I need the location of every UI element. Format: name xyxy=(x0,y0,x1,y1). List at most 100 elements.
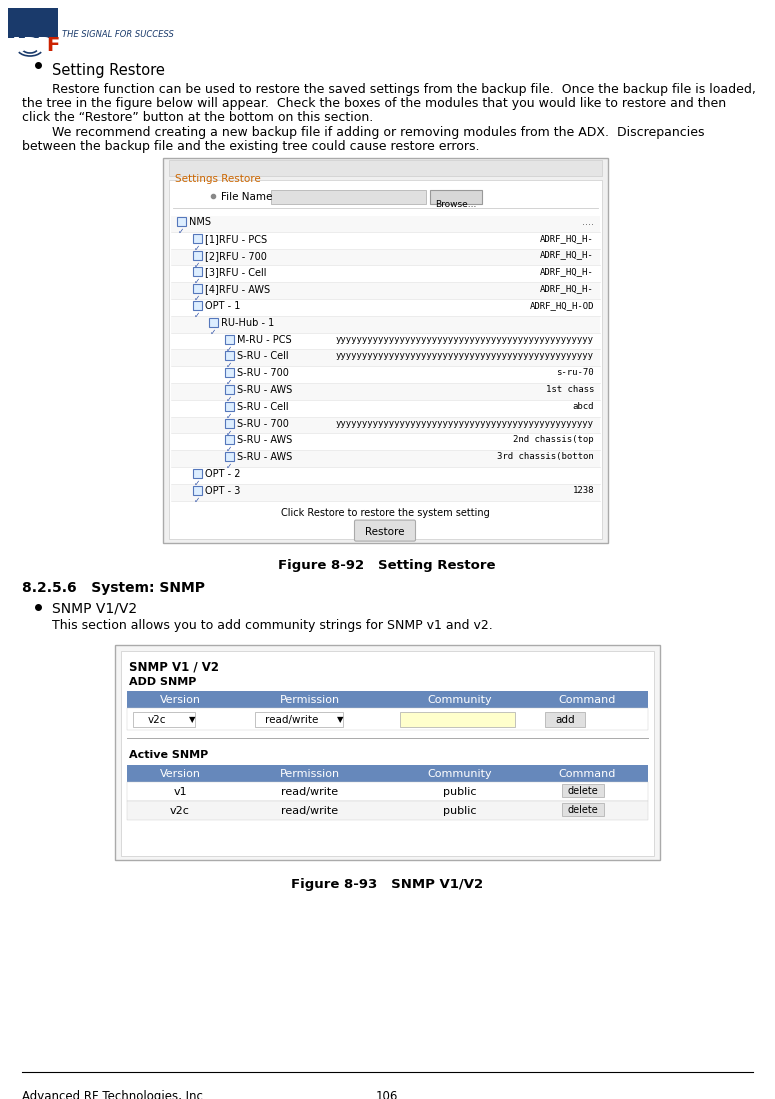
Text: S-RU - AWS: S-RU - AWS xyxy=(237,385,292,395)
Text: add: add xyxy=(555,715,575,725)
FancyBboxPatch shape xyxy=(169,160,602,176)
Text: NMS: NMS xyxy=(189,217,211,227)
Text: S-RU - 700: S-RU - 700 xyxy=(237,368,289,378)
Text: [4]RFU - AWS: [4]RFU - AWS xyxy=(205,285,270,295)
Bar xyxy=(171,452,600,467)
Bar xyxy=(171,401,600,417)
Text: Restore: Restore xyxy=(365,526,405,536)
FancyBboxPatch shape xyxy=(209,318,218,326)
Text: v1: v1 xyxy=(173,787,187,797)
Text: 1st chass: 1st chass xyxy=(546,385,594,395)
Text: ADRF_HQ_H-: ADRF_HQ_H- xyxy=(540,267,594,277)
Text: OPT - 3: OPT - 3 xyxy=(205,486,240,496)
Bar xyxy=(171,351,600,366)
Text: delete: delete xyxy=(567,804,598,815)
Text: ✓: ✓ xyxy=(226,429,232,437)
Bar xyxy=(171,434,600,451)
Text: Active SNMP: Active SNMP xyxy=(129,750,208,761)
FancyBboxPatch shape xyxy=(430,190,482,204)
FancyBboxPatch shape xyxy=(193,251,202,259)
Text: abcd: abcd xyxy=(573,402,594,411)
FancyBboxPatch shape xyxy=(225,452,234,462)
Bar xyxy=(171,317,600,333)
FancyBboxPatch shape xyxy=(562,784,604,797)
Text: 2nd chassis(top: 2nd chassis(top xyxy=(513,435,594,444)
FancyBboxPatch shape xyxy=(193,301,202,310)
FancyBboxPatch shape xyxy=(163,158,608,543)
Text: [3]RFU - Cell: [3]RFU - Cell xyxy=(205,267,267,277)
Text: ✓: ✓ xyxy=(178,227,184,236)
Text: read/write: read/write xyxy=(265,715,319,725)
Bar xyxy=(171,217,600,232)
Text: 106: 106 xyxy=(376,1090,398,1099)
Text: S-RU - AWS: S-RU - AWS xyxy=(237,435,292,445)
Text: Restore function can be used to restore the saved settings from the backup file.: Restore function can be used to restore … xyxy=(52,84,756,96)
Text: ADRF_HQ_H-: ADRF_HQ_H- xyxy=(540,285,594,293)
Text: the tree in the figure below will appear.  Check the boxes of the modules that y: the tree in the figure below will appear… xyxy=(22,97,726,110)
Text: Settings Restore: Settings Restore xyxy=(175,174,260,184)
Text: ✓: ✓ xyxy=(210,328,216,336)
Text: ADD SNMP: ADD SNMP xyxy=(129,677,196,687)
FancyBboxPatch shape xyxy=(225,352,234,360)
Text: ✓: ✓ xyxy=(194,496,201,504)
Text: ✓: ✓ xyxy=(194,260,201,269)
Text: s-ru-70: s-ru-70 xyxy=(556,368,594,377)
Text: OPT - 1: OPT - 1 xyxy=(205,301,240,311)
Text: [2]RFU - 700: [2]RFU - 700 xyxy=(205,251,267,260)
Text: read/write: read/write xyxy=(281,787,339,797)
Text: ✓: ✓ xyxy=(194,277,201,287)
Bar xyxy=(171,300,600,315)
Bar xyxy=(171,284,600,299)
Text: SNMP V1/V2: SNMP V1/V2 xyxy=(52,601,137,615)
Bar xyxy=(171,485,600,501)
Text: ADRF_HQ_H-: ADRF_HQ_H- xyxy=(540,234,594,243)
Text: [1]RFU - PCS: [1]RFU - PCS xyxy=(205,234,267,244)
FancyBboxPatch shape xyxy=(354,520,415,541)
FancyBboxPatch shape xyxy=(225,334,234,344)
Text: ✓: ✓ xyxy=(194,479,201,488)
Text: Command: Command xyxy=(558,695,615,704)
Text: ✓: ✓ xyxy=(226,378,232,387)
Text: ✓: ✓ xyxy=(226,345,232,354)
Text: File Name: File Name xyxy=(221,192,272,202)
Text: Browse...: Browse... xyxy=(436,200,477,209)
Text: Advanced RF Technologies, Inc.: Advanced RF Technologies, Inc. xyxy=(22,1090,207,1099)
Text: ADRF_HQ_H-OD: ADRF_HQ_H-OD xyxy=(529,301,594,310)
Bar xyxy=(171,367,600,382)
Bar xyxy=(171,233,600,248)
Text: M-RU - PCS: M-RU - PCS xyxy=(237,334,291,345)
Text: between the backup file and the existing tree could cause restore errors.: between the backup file and the existing… xyxy=(22,140,480,153)
Text: ✓: ✓ xyxy=(194,295,201,303)
Bar xyxy=(171,384,600,400)
Text: yyyyyyyyyyyyyyyyyyyyyyyyyyyyyyyyyyyyyyyyyyyyyyyy: yyyyyyyyyyyyyyyyyyyyyyyyyyyyyyyyyyyyyyyy… xyxy=(336,334,594,344)
FancyBboxPatch shape xyxy=(400,712,515,728)
FancyBboxPatch shape xyxy=(133,712,195,728)
FancyBboxPatch shape xyxy=(193,469,202,478)
FancyBboxPatch shape xyxy=(193,486,202,495)
Bar xyxy=(171,266,600,282)
Text: ✓: ✓ xyxy=(226,445,232,454)
FancyBboxPatch shape xyxy=(225,419,234,428)
Bar xyxy=(127,691,648,708)
Bar xyxy=(171,468,600,484)
Text: click the “Restore” button at the bottom on this section.: click the “Restore” button at the bottom… xyxy=(22,111,374,124)
Text: S-RU - Cell: S-RU - Cell xyxy=(237,352,288,362)
Text: S-RU - Cell: S-RU - Cell xyxy=(237,402,288,412)
Text: Community: Community xyxy=(428,695,492,704)
FancyBboxPatch shape xyxy=(121,651,654,856)
Text: Command: Command xyxy=(558,769,615,779)
Bar xyxy=(127,801,648,820)
Text: read/write: read/write xyxy=(281,806,339,815)
FancyBboxPatch shape xyxy=(193,285,202,293)
Text: Permission: Permission xyxy=(280,769,340,779)
Text: public: public xyxy=(443,787,477,797)
Text: S-RU - AWS: S-RU - AWS xyxy=(237,452,292,463)
Text: SNMP V1 / V2: SNMP V1 / V2 xyxy=(129,660,219,674)
FancyBboxPatch shape xyxy=(562,803,604,815)
Text: 8.2.5.6   System: SNMP: 8.2.5.6 System: SNMP xyxy=(22,581,205,595)
FancyBboxPatch shape xyxy=(193,234,202,243)
FancyBboxPatch shape xyxy=(115,645,660,861)
Text: v2c: v2c xyxy=(148,715,167,725)
Bar xyxy=(127,782,648,801)
Text: ✓: ✓ xyxy=(226,395,232,404)
